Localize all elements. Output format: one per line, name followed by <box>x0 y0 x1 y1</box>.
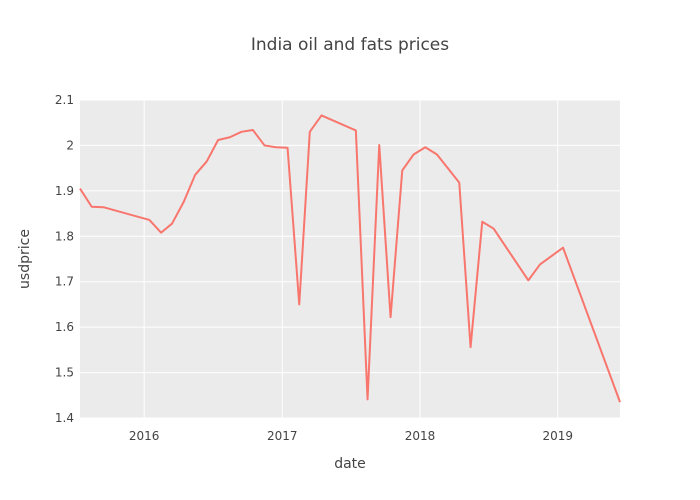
y-tick-label: 1.9 <box>55 184 74 198</box>
x-tick-label: 2018 <box>405 429 436 443</box>
x-tick-label: 2016 <box>129 429 160 443</box>
y-tick-label: 1.8 <box>55 229 74 243</box>
x-tick-label: 2017 <box>267 429 298 443</box>
y-tick-label: 1.4 <box>55 411 74 425</box>
series-lines <box>79 114 621 403</box>
y-axis-title: usdprice <box>17 229 33 289</box>
y-axis-ticks: 1.4 1.5 1.6 1.7 1.8 1.9 2 2.1 <box>55 93 74 425</box>
y-tick-label: 1.7 <box>55 275 74 289</box>
y-tick-label: 1.6 <box>55 320 74 334</box>
y-tick-label: 2 <box>66 138 74 152</box>
chart-title: India oil and fats prices <box>251 35 449 55</box>
grid <box>80 99 620 419</box>
series-line <box>79 114 621 403</box>
plot-area <box>80 100 620 418</box>
x-axis-ticks: 2016 2017 2018 2019 <box>129 429 573 443</box>
y-tick-label: 1.5 <box>55 366 74 380</box>
x-axis-title: date <box>334 456 366 472</box>
y-tick-label: 2.1 <box>55 93 74 107</box>
x-tick-label: 2019 <box>542 429 573 443</box>
